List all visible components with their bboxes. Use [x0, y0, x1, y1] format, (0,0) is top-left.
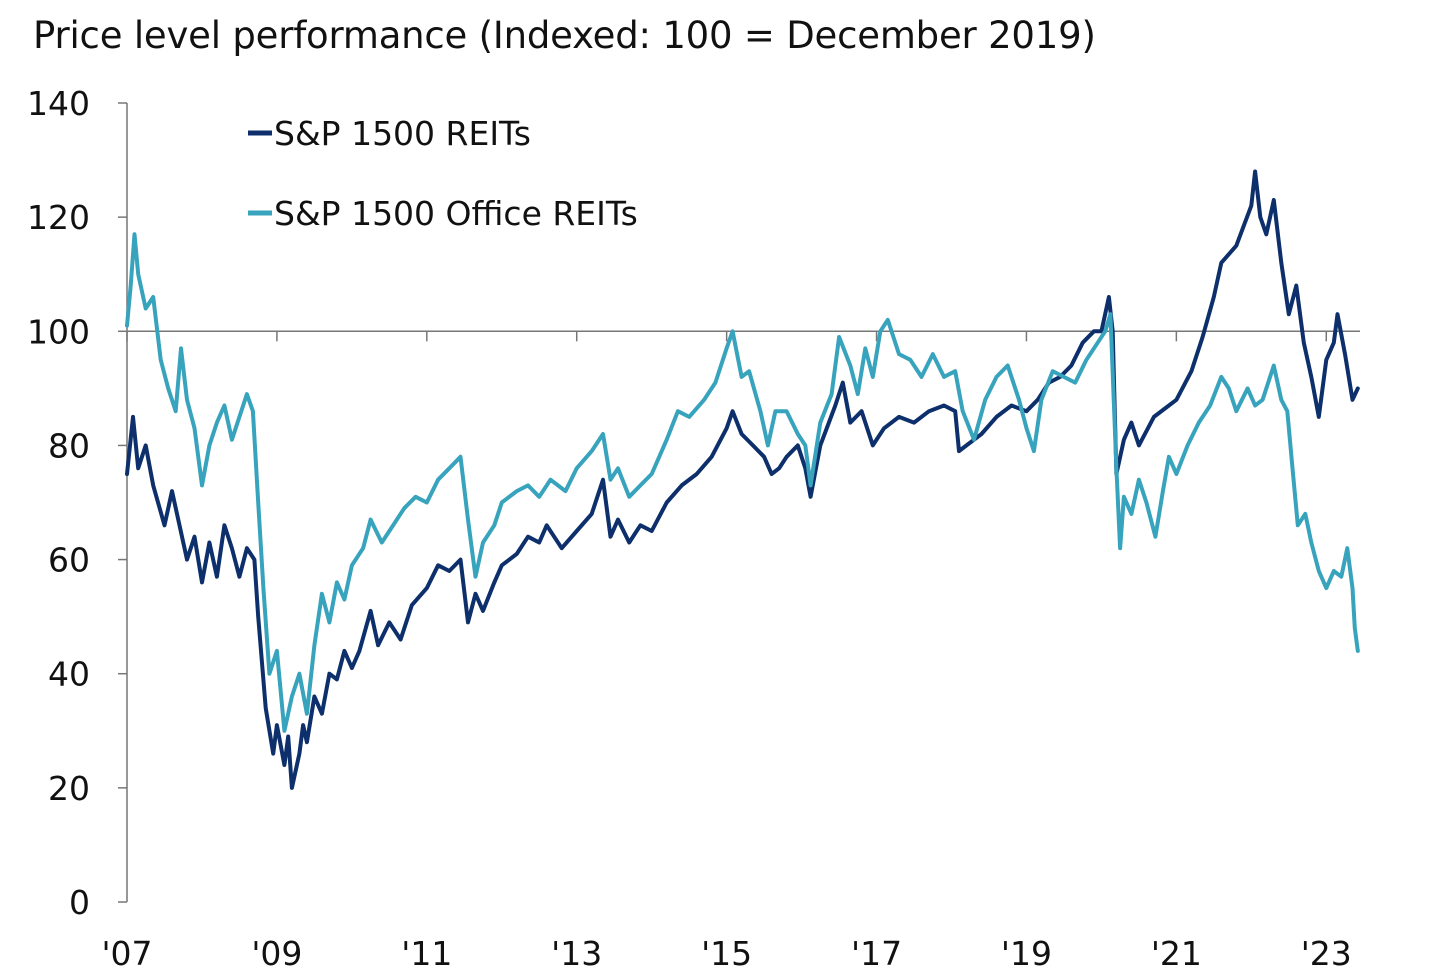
- series-lines: [125, 169, 1360, 790]
- legend-label: S&P 1500 REITs: [274, 114, 531, 153]
- x-tick-label: '23: [1301, 934, 1352, 973]
- x-tick-label: '21: [1151, 934, 1202, 973]
- series-line-reits: [125, 169, 1360, 790]
- x-tick-label: '15: [701, 934, 752, 973]
- x-tick-label: '11: [401, 934, 452, 973]
- y-tick-label: 80: [48, 426, 90, 465]
- chart-title: Price level performance (Indexed: 100 = …: [33, 14, 1096, 57]
- y-tick-label: 0: [69, 883, 90, 922]
- y-tick-label: 120: [27, 198, 90, 237]
- axes: 0 20 40 60 80 100 120 140 '07 '09 '11 '13 '15 '17 '19 '…: [27, 84, 1360, 973]
- x-tick-label: '17: [851, 934, 902, 973]
- y-tick-label: 100: [27, 312, 90, 351]
- x-tick-label: '09: [251, 934, 302, 973]
- y-tick-label: 40: [48, 655, 90, 694]
- legend: S&P 1500 REITs S&P 1500 Office REITs: [248, 114, 638, 233]
- y-tick-label: 140: [27, 84, 90, 123]
- series-line-office-reits: [125, 232, 1360, 733]
- x-tick-label: '19: [1001, 934, 1052, 973]
- y-tick-label: 20: [48, 769, 90, 808]
- legend-label: S&P 1500 Office REITs: [274, 194, 638, 233]
- x-tick-label: '13: [551, 934, 602, 973]
- x-tick-label: '07: [101, 934, 152, 973]
- y-tick-label: 60: [48, 541, 90, 580]
